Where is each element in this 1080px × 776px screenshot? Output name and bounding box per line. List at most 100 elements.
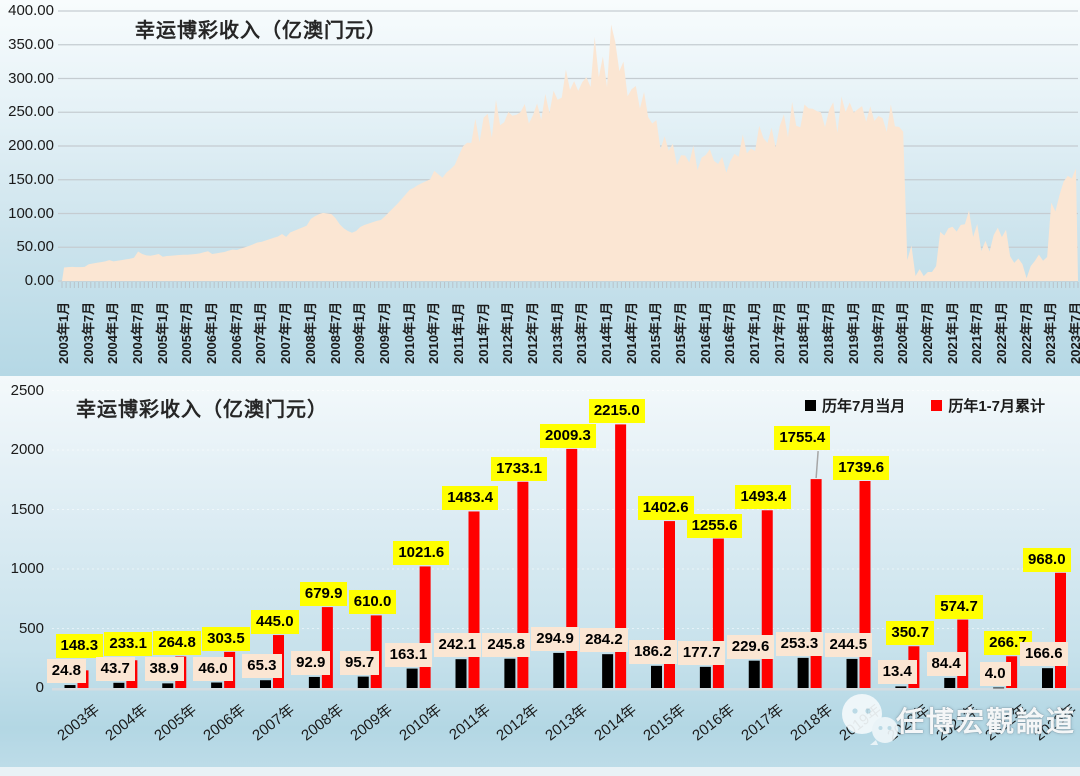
bar-label-cumulative: 303.5 — [202, 626, 250, 651]
watermark: 任博宏觀論道 — [838, 692, 1074, 752]
bar-label-cumulative: 148.3 — [55, 634, 104, 659]
x-tick-label: 2008年1月 — [302, 301, 318, 364]
x-tick-label: 2023年7月 — [1067, 301, 1080, 364]
legend-marker-cumulative-icon — [931, 400, 943, 411]
bar-july — [699, 666, 711, 688]
bar-july — [64, 685, 76, 688]
x-tick-label: 2012年1月 — [500, 301, 516, 364]
x-tick-label: 2010年7月 — [426, 301, 442, 364]
y-tick-label: 50.00 — [16, 238, 54, 256]
y-tick-label: 0 — [35, 679, 44, 696]
bar-cumulative — [810, 479, 822, 688]
y-tick-label: 0.00 — [24, 272, 54, 289]
bar-label-cumulative: 1755.4 — [774, 426, 831, 451]
legend-label-cumulative: 历年1-7月累计 — [948, 398, 1046, 415]
label-leader-line — [815, 451, 819, 479]
legend-item-cumulative: 历年1-7月累计 — [931, 395, 1045, 416]
bar-label-cumulative: 610.0 — [348, 590, 397, 615]
x-tick-label: 2017年7月 — [771, 301, 787, 364]
bar-label-july: 13.4 — [877, 660, 917, 685]
bar-label-july: 229.6 — [726, 634, 775, 659]
x-tick-label: 2022年7月 — [1018, 301, 1034, 364]
bar-july — [308, 676, 320, 688]
bottom-strip — [0, 767, 1080, 776]
x-tick-label: 2021年1月 — [944, 301, 960, 364]
bar-label-july: 84.4 — [926, 651, 966, 676]
x-tick-label: 2018年7月 — [821, 301, 837, 364]
legend-item-july: 历年7月当月 — [805, 395, 905, 416]
bar-cumulative — [566, 448, 578, 688]
bar-july — [797, 657, 809, 688]
bar-label-july: 95.7 — [340, 650, 380, 675]
bar-label-cumulative: 1402.6 — [637, 496, 694, 521]
bar-label-cumulative: 2009.3 — [539, 423, 596, 448]
y-tick-label: 300.00 — [8, 69, 54, 87]
y-tick-label: 2000 — [10, 441, 44, 458]
bar-chart-title: 幸运博彩收入（亿澳门元） — [76, 399, 328, 421]
x-tick-label: 2006年1月 — [204, 301, 220, 364]
x-tick-label: 2005年7月 — [179, 301, 195, 364]
x-tick-label: 2005年1月 — [154, 301, 170, 364]
x-tick-label: 2013年7月 — [574, 301, 590, 364]
bar-cumulative — [712, 538, 724, 688]
bar-label-cumulative: 233.1 — [104, 631, 152, 656]
x-tick-label: 2004年1月 — [105, 301, 121, 364]
x-tick-label: 2019年1月 — [845, 301, 861, 364]
bar-label-july: 43.7 — [95, 656, 135, 681]
y-tick-label: 100.00 — [8, 204, 54, 222]
bar-label-july: 163.1 — [384, 642, 433, 667]
x-tick-label: 2016年1月 — [697, 301, 713, 364]
bar-label-july: 177.7 — [677, 640, 726, 665]
bar-cumulative — [859, 480, 871, 688]
y-tick-label: 250.00 — [8, 103, 54, 121]
y-tick-label: 400.00 — [8, 2, 54, 19]
y-tick-label: 1000 — [10, 560, 44, 577]
x-tick-label: 2011年1月 — [450, 302, 466, 364]
bar-label-july: 4.0 — [979, 661, 1011, 686]
x-tick-label: 2015年7月 — [673, 301, 689, 364]
legend-label-july: 历年7月当月 — [822, 398, 906, 415]
y-tick-label: 150.00 — [8, 170, 54, 188]
bar-label-cumulative: 1021.6 — [393, 541, 450, 566]
bar-label-july: 284.2 — [580, 628, 628, 653]
bar-label-july: 65.3 — [242, 654, 282, 679]
x-tick-label: 2006年7月 — [228, 301, 244, 364]
x-tick-label: 2019年7月 — [870, 301, 886, 364]
bar-july — [1042, 668, 1053, 688]
x-tick-label: 2003年7月 — [80, 301, 96, 364]
x-tick-label: 2010年1月 — [401, 301, 417, 364]
bar-label-july: 242.1 — [433, 633, 482, 658]
bar-july — [162, 683, 174, 688]
bar-label-cumulative: 968.0 — [1023, 547, 1071, 572]
bar-label-july: 46.0 — [193, 656, 233, 681]
bar-label-cumulative: 1493.4 — [735, 485, 792, 510]
x-tick-label: 2020年7月 — [919, 301, 935, 364]
bar-label-july: 253.3 — [775, 631, 824, 656]
bar-chart-baseline — [52, 688, 1080, 691]
bar-cumulative — [468, 511, 480, 688]
area-series — [62, 24, 1078, 281]
x-tick-label: 2003年1月 — [56, 301, 72, 364]
bar-label-cumulative: 445.0 — [251, 610, 299, 635]
bar-july — [651, 665, 662, 688]
bar-july — [357, 676, 369, 688]
y-tick-label: 500 — [18, 619, 44, 637]
bar-label-cumulative: 574.7 — [935, 594, 983, 619]
x-tick-label: 2016年7月 — [722, 301, 738, 364]
bar-label-cumulative: 1483.4 — [442, 486, 499, 511]
bar-cumulative — [517, 481, 529, 688]
bar-july — [895, 686, 907, 688]
x-tick-label: 2013年1月 — [549, 301, 565, 364]
wechat-icon — [842, 694, 898, 745]
x-tick-label: 2009年1月 — [352, 301, 368, 364]
y-tick-label: 200.00 — [8, 137, 54, 154]
bar-cumulative — [664, 521, 675, 688]
x-tick-label: 2012年7月 — [524, 301, 540, 364]
x-tick-label: 2022年1月 — [993, 301, 1009, 364]
x-tick-label: 2023年1月 — [1043, 301, 1059, 364]
bar-label-july: 294.9 — [531, 626, 579, 651]
bar-label-july: 92.9 — [291, 650, 331, 675]
x-tick-label: 2018年1月 — [796, 301, 812, 364]
bar-july — [504, 658, 516, 688]
